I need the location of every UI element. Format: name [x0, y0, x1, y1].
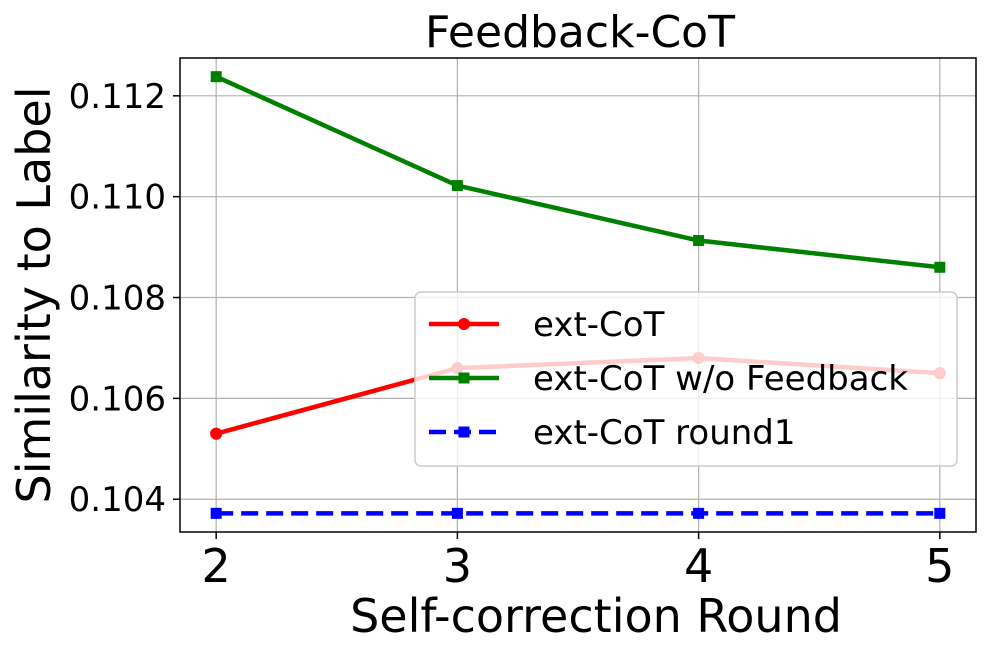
data-point	[934, 507, 946, 519]
y-axis-label: Similarity to Label	[7, 86, 61, 503]
chart-title: Feedback-CoT	[425, 7, 735, 58]
data-point	[693, 235, 705, 247]
x-tick-label: 4	[684, 539, 713, 593]
x-tick-label: 3	[443, 539, 472, 593]
data-point	[693, 507, 705, 519]
x-axis-label: Self-correction Round	[350, 589, 842, 643]
x-tick-label: 2	[202, 539, 231, 593]
legend-item: ext-CoT round1	[429, 413, 796, 453]
data-point	[458, 372, 470, 384]
y-tick-label: 0.108	[69, 279, 166, 319]
legend-item: ext-CoT	[429, 305, 665, 345]
y-tick-label: 0.110	[69, 178, 166, 218]
legend-box	[414, 291, 958, 467]
legend-label: ext-CoT round1	[533, 413, 796, 453]
legend: ext-CoT ext-CoT w/o Feedback ext-CoT round…	[414, 291, 958, 467]
legend-item: ext-CoT w/o Feedback	[429, 359, 908, 399]
legend-label: ext-CoT	[533, 305, 665, 345]
data-point	[934, 261, 946, 273]
y-tick-label: 0.112	[69, 77, 166, 117]
legend-label: ext-CoT w/o Feedback	[533, 359, 908, 399]
series-ext-cot-w-o-feedback	[210, 71, 946, 273]
data-point	[210, 427, 223, 440]
y-tick-label: 0.106	[69, 379, 166, 419]
series-line	[215, 74, 941, 270]
series-ext-cot-round1	[210, 507, 946, 519]
data-point	[451, 507, 463, 519]
data-point	[458, 426, 470, 438]
y-tick-label: 0.104	[69, 480, 166, 520]
data-point	[210, 507, 222, 519]
x-axis-ticks: 2 3 4 5	[202, 532, 954, 593]
plot-frame	[179, 57, 977, 533]
data-point	[457, 317, 471, 331]
data-point	[210, 71, 222, 83]
x-tick-label: 5	[925, 539, 954, 593]
y-axis-ticks: 0.104 0.106 0.108 0.110 0.112	[69, 77, 180, 520]
data-point	[451, 180, 463, 192]
